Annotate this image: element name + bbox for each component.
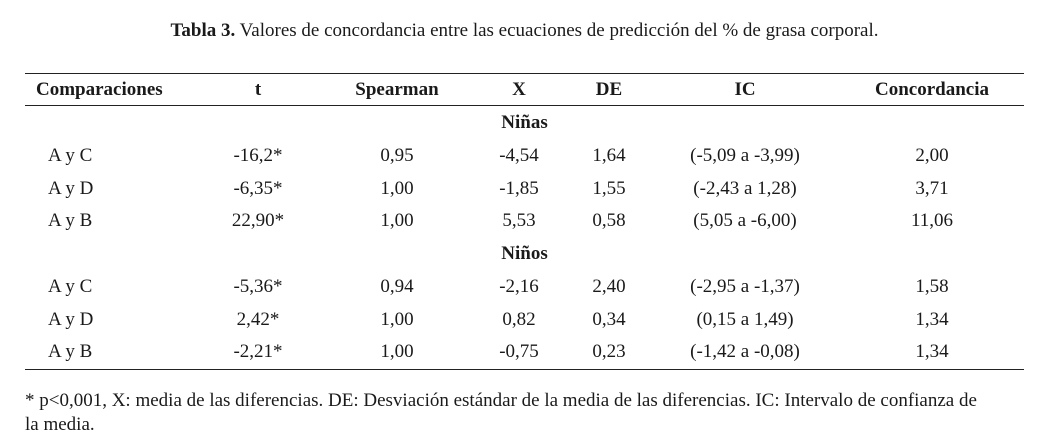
column-header-t: t bbox=[254, 79, 262, 100]
table-cell-x: -4,54 bbox=[499, 145, 539, 166]
group-title-ninos: Niños bbox=[501, 243, 548, 264]
table-cell-t: -2,21* bbox=[233, 341, 283, 362]
table-caption-label: Tabla 3. bbox=[170, 20, 236, 41]
table-caption-text: Valores de concordancia entre las ecuaci… bbox=[239, 20, 879, 41]
table-cell-t: -6,35* bbox=[233, 178, 283, 199]
table-cell-concordancia: 1,58 bbox=[915, 276, 949, 297]
table-cell-x: 0,82 bbox=[502, 309, 536, 330]
table-footnote: * p<0,001, X: media de las diferencias. … bbox=[25, 390, 977, 435]
table-cell-ic: (-5,09 a -3,99) bbox=[690, 145, 800, 166]
table-cell-spearman: 1,00 bbox=[380, 309, 414, 330]
table-cell-de: 0,58 bbox=[592, 210, 626, 231]
table-caption: Tabla 3. Valores de concordancia entre l… bbox=[0, 20, 1049, 42]
table-cell-t: -16,2* bbox=[233, 145, 283, 166]
table-bottom-rule bbox=[25, 369, 1024, 370]
table-cell-de: 1,55 bbox=[592, 178, 626, 199]
table-cell-de: 1,64 bbox=[592, 145, 626, 166]
table-cell-de: 0,23 bbox=[592, 341, 626, 362]
table-cell-x: -2,16 bbox=[499, 276, 539, 297]
table-cell-t: 22,90* bbox=[231, 210, 285, 231]
table-cell-comparacion: A y B bbox=[48, 210, 93, 231]
table-cell-spearman: 1,00 bbox=[380, 178, 414, 199]
table-cell-spearman: 0,94 bbox=[380, 276, 414, 297]
table-cell-comparacion: A y C bbox=[48, 276, 93, 297]
table-cell-spearman: 1,00 bbox=[380, 210, 414, 231]
column-header-concordancia: Concordancia bbox=[875, 79, 989, 100]
table-cell-concordancia: 1,34 bbox=[915, 341, 949, 362]
table-cell-de: 2,40 bbox=[592, 276, 626, 297]
table-cell-spearman: 1,00 bbox=[380, 341, 414, 362]
table-cell-de: 0,34 bbox=[592, 309, 626, 330]
table-cell-concordancia: 3,71 bbox=[915, 178, 949, 199]
column-header-de: DE bbox=[595, 79, 623, 100]
table-cell-ic: (0,15 a 1,49) bbox=[696, 309, 794, 330]
table-cell-x: 5,53 bbox=[502, 210, 536, 231]
table-cell-x: -0,75 bbox=[499, 341, 539, 362]
table-cell-t: -5,36* bbox=[233, 276, 283, 297]
table-cell-concordancia: 11,06 bbox=[910, 210, 954, 231]
table-cell-comparacion: A y B bbox=[48, 341, 93, 362]
table-top-rule bbox=[25, 73, 1024, 74]
table-cell-ic: (-1,42 a -0,08) bbox=[690, 341, 800, 362]
table-cell-concordancia: 2,00 bbox=[915, 145, 949, 166]
table-cell-x: -1,85 bbox=[499, 178, 539, 199]
column-header-spearman: Spearman bbox=[355, 79, 439, 100]
table-cell-ic: (-2,43 a 1,28) bbox=[693, 178, 797, 199]
table-cell-spearman: 0,95 bbox=[380, 145, 414, 166]
group-title-ninas: Niñas bbox=[501, 112, 548, 133]
column-header-ic: IC bbox=[734, 79, 756, 100]
column-header-x: X bbox=[512, 79, 526, 100]
column-header-comparaciones: Comparaciones bbox=[36, 79, 163, 100]
table-cell-t: 2,42* bbox=[236, 309, 280, 330]
table-cell-comparacion: A y C bbox=[48, 145, 93, 166]
table-cell-comparacion: A y D bbox=[48, 309, 94, 330]
table-cell-comparacion: A y D bbox=[48, 178, 94, 199]
table-cell-concordancia: 1,34 bbox=[915, 309, 949, 330]
table-header-rule bbox=[25, 105, 1024, 106]
table-cell-ic: (-2,95 a -1,37) bbox=[690, 276, 800, 297]
table-cell-ic: (5,05 a -6,00) bbox=[693, 210, 797, 231]
